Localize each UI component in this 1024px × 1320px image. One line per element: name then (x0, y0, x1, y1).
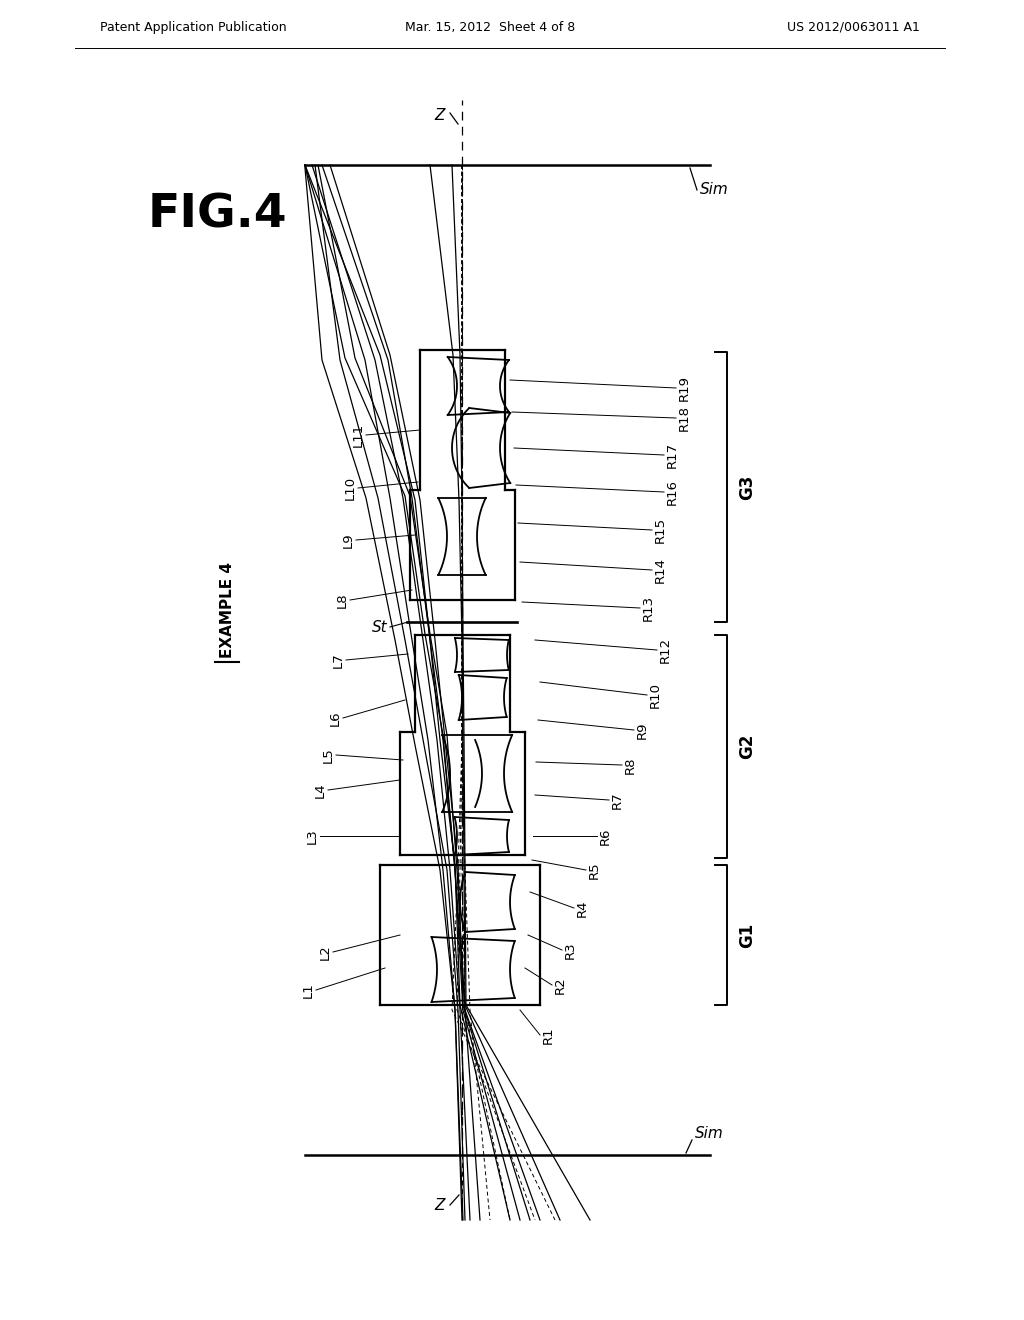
Text: R17: R17 (666, 442, 679, 469)
Text: G3: G3 (738, 474, 756, 500)
Text: G1: G1 (738, 923, 756, 948)
Text: R9: R9 (636, 721, 648, 739)
Text: Sim: Sim (695, 1126, 724, 1140)
Text: St: St (372, 619, 388, 635)
Text: R7: R7 (610, 791, 624, 809)
Text: R13: R13 (641, 595, 654, 622)
Text: L1: L1 (301, 982, 314, 998)
Text: R2: R2 (554, 977, 566, 994)
Text: L9: L9 (341, 532, 354, 548)
Text: R5: R5 (588, 861, 600, 879)
Text: Z: Z (435, 1197, 445, 1213)
Text: L2: L2 (318, 944, 332, 960)
Text: G2: G2 (738, 734, 756, 759)
Text: R4: R4 (575, 899, 589, 917)
Text: Mar. 15, 2012  Sheet 4 of 8: Mar. 15, 2012 Sheet 4 of 8 (404, 21, 575, 33)
Text: L7: L7 (332, 652, 344, 668)
Text: R3: R3 (563, 941, 577, 958)
Text: L5: L5 (322, 747, 335, 763)
Text: R6: R6 (598, 828, 611, 845)
Text: L4: L4 (313, 783, 327, 797)
Text: L3: L3 (305, 828, 318, 843)
Text: L8: L8 (336, 593, 348, 607)
Text: Sim: Sim (700, 182, 729, 198)
Text: US 2012/0063011 A1: US 2012/0063011 A1 (787, 21, 920, 33)
Text: R19: R19 (678, 375, 690, 401)
Text: L11: L11 (351, 422, 365, 447)
Text: FIG.4: FIG.4 (148, 193, 288, 238)
Text: R10: R10 (648, 682, 662, 708)
Text: R1: R1 (542, 1026, 555, 1044)
Text: R12: R12 (658, 638, 672, 663)
Text: Z: Z (435, 107, 445, 123)
Text: R15: R15 (653, 517, 667, 543)
Text: L10: L10 (343, 477, 356, 500)
Text: EXAMPLE 4: EXAMPLE 4 (219, 562, 234, 657)
Text: Patent Application Publication: Patent Application Publication (100, 21, 287, 33)
Text: R8: R8 (624, 756, 637, 774)
Text: R18: R18 (678, 405, 690, 432)
Text: L6: L6 (329, 710, 341, 726)
Text: R14: R14 (653, 557, 667, 583)
Text: R16: R16 (666, 479, 679, 506)
